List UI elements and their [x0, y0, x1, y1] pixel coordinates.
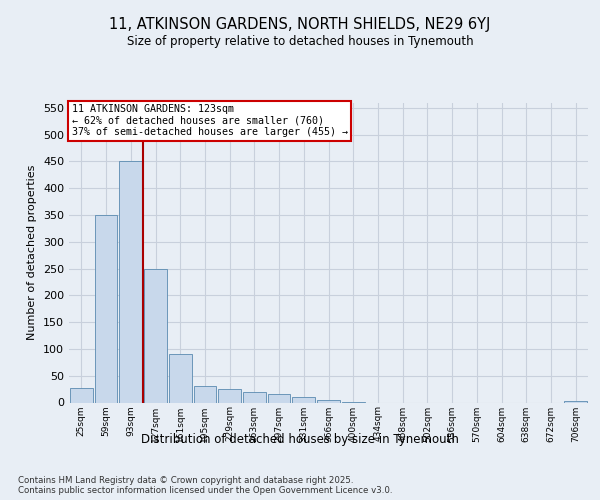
Bar — [70, 388, 93, 402]
Bar — [243, 392, 266, 402]
Bar — [317, 400, 340, 402]
Text: 11 ATKINSON GARDENS: 123sqm
← 62% of detached houses are smaller (760)
37% of se: 11 ATKINSON GARDENS: 123sqm ← 62% of det… — [71, 104, 347, 137]
Bar — [218, 389, 241, 402]
Text: Contains HM Land Registry data © Crown copyright and database right 2025.
Contai: Contains HM Land Registry data © Crown c… — [18, 476, 392, 495]
Text: Size of property relative to detached houses in Tynemouth: Size of property relative to detached ho… — [127, 35, 473, 48]
Bar — [95, 215, 118, 402]
Bar — [169, 354, 191, 403]
Text: Distribution of detached houses by size in Tynemouth: Distribution of detached houses by size … — [141, 432, 459, 446]
Bar — [144, 268, 167, 402]
Bar — [119, 162, 142, 402]
Text: 11, ATKINSON GARDENS, NORTH SHIELDS, NE29 6YJ: 11, ATKINSON GARDENS, NORTH SHIELDS, NE2… — [109, 18, 491, 32]
Bar — [194, 386, 216, 402]
Bar — [292, 397, 315, 402]
Bar — [268, 394, 290, 402]
Y-axis label: Number of detached properties: Number of detached properties — [28, 165, 37, 340]
